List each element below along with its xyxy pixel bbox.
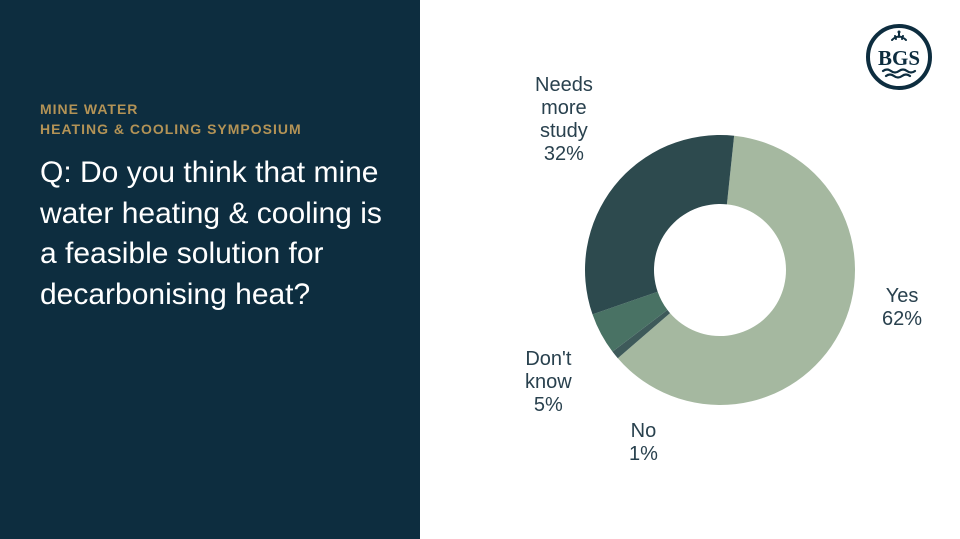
label-more_study: Needs more study 32% (535, 74, 593, 166)
label-yes: Yes 62% (882, 285, 922, 331)
infographic-root: MINE WATER HEATING & COOLING SYMPOSIUM Q… (0, 0, 960, 539)
label-no: No 1% (629, 420, 658, 466)
left-panel: MINE WATER HEATING & COOLING SYMPOSIUM Q… (0, 0, 420, 539)
donut-chart: Yes 62% No 1% Don't know 5% Needs more stud… (420, 60, 960, 480)
right-panel: BGS Yes 62%No 1%Don't know 5%Needs more … (420, 0, 960, 539)
slice-more_study (585, 135, 734, 314)
eyebrow-line1: MINE WATER (40, 101, 138, 117)
eyebrow: MINE WATER HEATING & COOLING SYMPOSIUM (40, 100, 390, 139)
question-text: Q: Do you think that mine water heating … (40, 153, 390, 315)
label-dont_know: Don't know 5% (525, 348, 572, 417)
donut-svg (420, 60, 960, 480)
eyebrow-line2: HEATING & COOLING SYMPOSIUM (40, 121, 302, 137)
